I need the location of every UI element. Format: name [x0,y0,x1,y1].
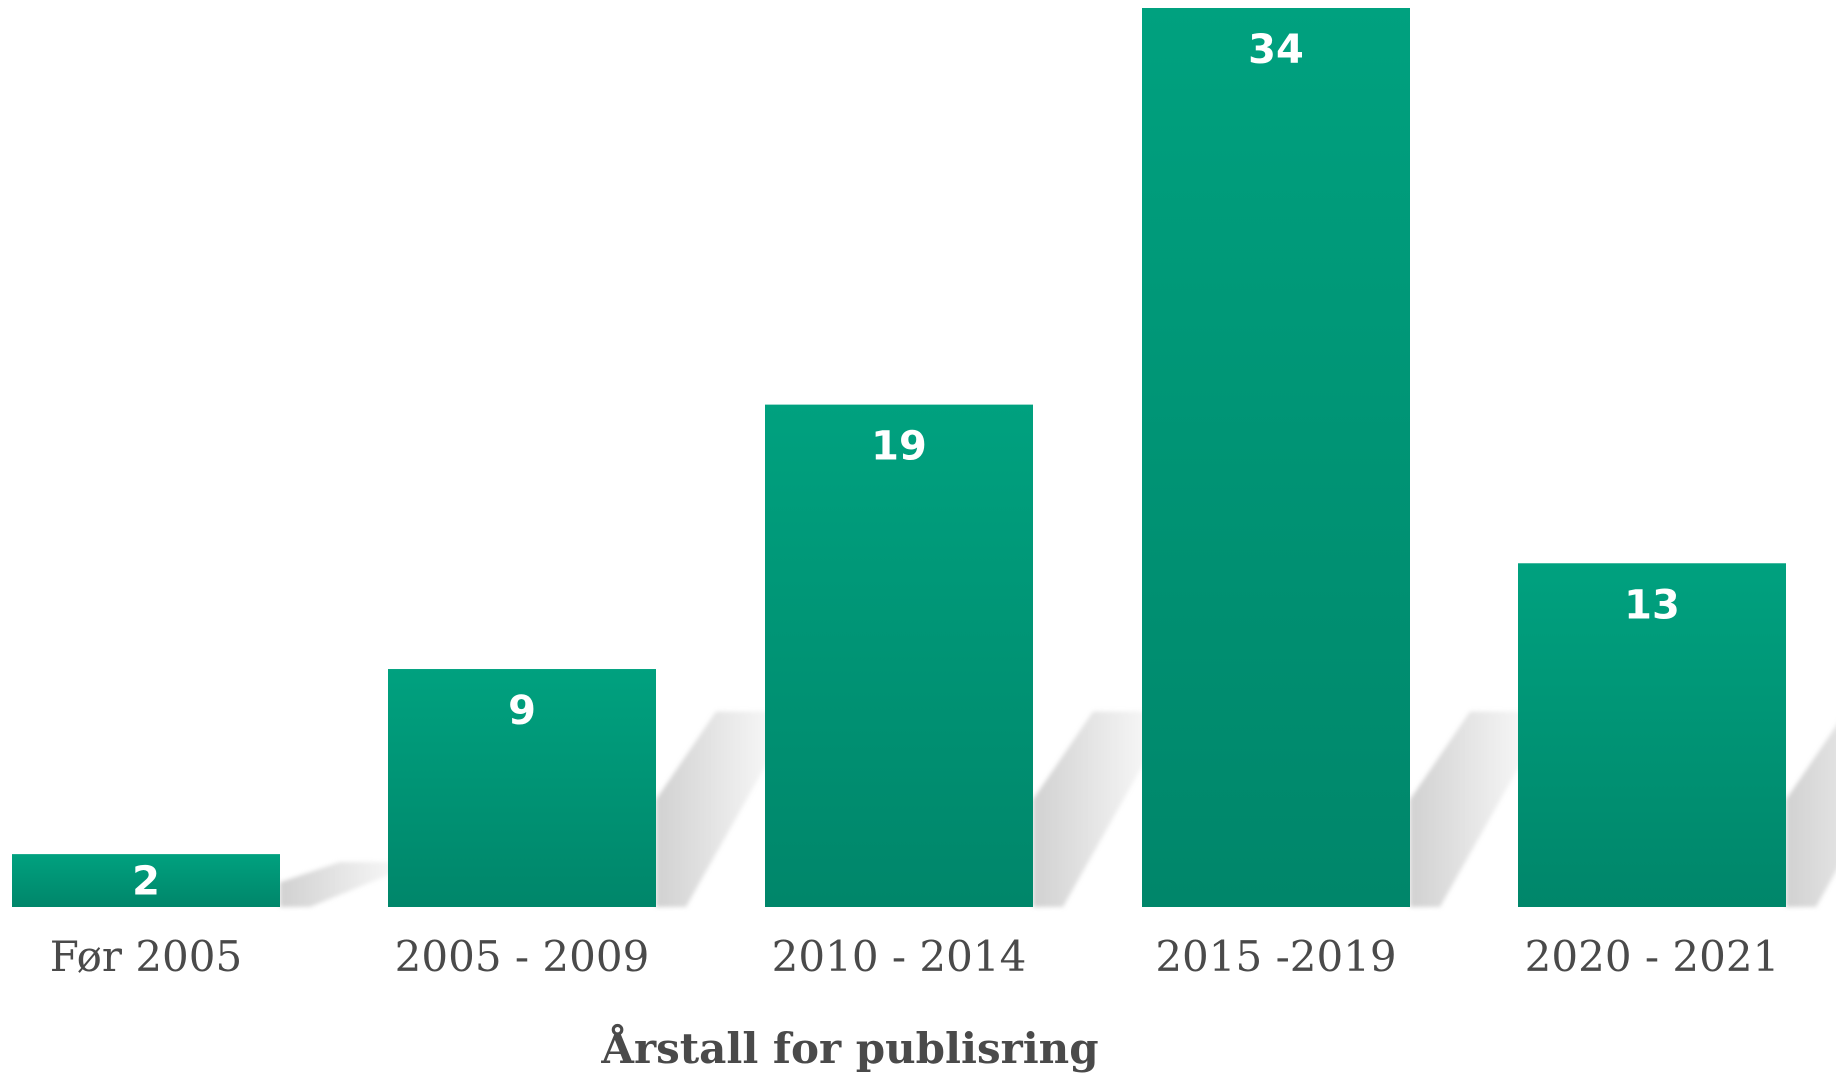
bar-value-label: 2 [132,859,160,905]
x-tick-labels: Før 2005 2005 - 2009 2010 - 2014 2015 -2019… [50,932,1780,981]
bar [388,669,656,907]
bar [12,854,280,907]
bar-value-label: 19 [871,424,927,470]
bars [12,8,1786,907]
x-tick-label: 2005 - 2009 [395,932,650,981]
bar-shadow [1410,711,1550,907]
x-axis-title: Årstall for publisring [600,1023,1098,1073]
x-tick-label: 2020 - 2021 [1525,932,1780,981]
bar-shadow [1033,711,1173,907]
x-tick-label: 2015 -2019 [1155,932,1396,981]
bar [765,404,1033,907]
bar-value-label: 13 [1624,582,1680,628]
bar-shadows [280,711,1836,907]
data-labels: 2 9 19 34 13 [132,27,1680,905]
x-tick-label: Før 2005 [50,932,242,981]
bar-shadow [1786,726,1836,907]
bar-value-label: 9 [508,688,536,734]
bar-shadow [280,862,420,907]
bar [1142,8,1410,907]
bar-shadow [656,711,796,907]
bar [1518,563,1786,907]
x-tick-label: 2010 - 2014 [772,932,1027,981]
bar-value-label: 34 [1248,27,1304,73]
